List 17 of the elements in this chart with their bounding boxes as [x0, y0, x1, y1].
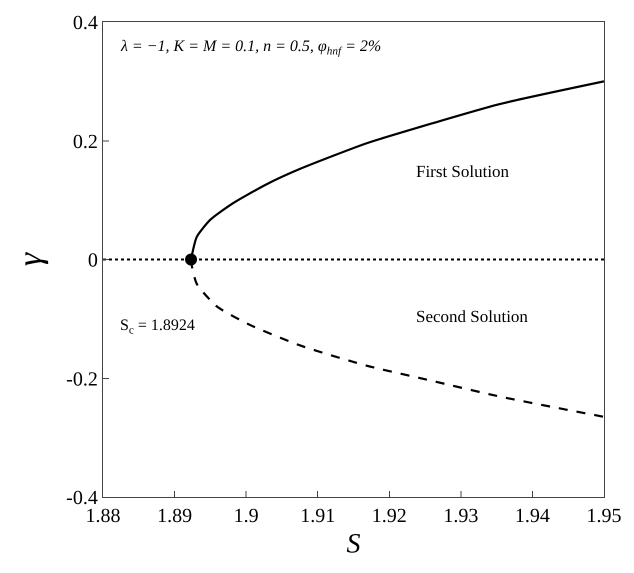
- x-tick-label: 1.9: [234, 505, 259, 528]
- annotation: λ = −1, K = M = 0.1, n = 0.5, φ$_{hnf}$ = 2%: [120, 38, 382, 58]
- x-tick-label: 1.93: [443, 505, 478, 528]
- y-tick-label: -0.2: [66, 368, 98, 390]
- y-axis-title: γ: [12, 251, 49, 266]
- x-tick-label: 1.92: [372, 505, 407, 528]
- x-tick-label: 1.89: [157, 505, 192, 528]
- y-tick-label: 0.4: [72, 12, 98, 34]
- text: Second Solution: [416, 307, 528, 326]
- annotation: S$_{c}$ = 1.8924: [120, 317, 195, 336]
- x-tick-label: 1.91: [300, 505, 336, 528]
- x-axis-title: S: [346, 528, 360, 560]
- y-tick-label: 0.2: [72, 130, 98, 153]
- x-tick-label: 1.95: [586, 505, 622, 528]
- x-tick-label: 1.94: [514, 505, 550, 528]
- series-label: First Solution: [416, 162, 510, 181]
- y-tick-label: 0: [88, 250, 98, 272]
